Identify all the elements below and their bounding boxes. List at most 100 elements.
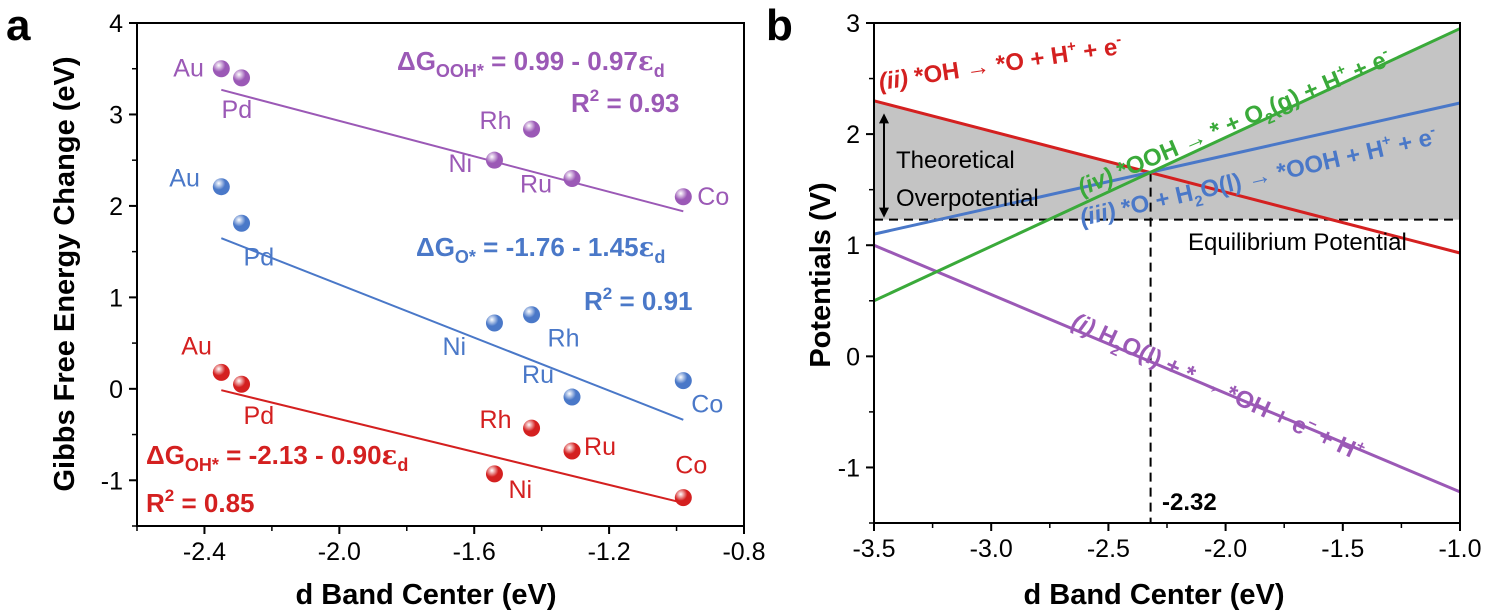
overpotential-shaded-region bbox=[874, 28, 1460, 220]
reaction-i-label: (i) H2O(l) + * → *OH + e− + H+ bbox=[1065, 306, 1368, 472]
data-point bbox=[563, 388, 581, 406]
panel-b-ylabel: Potentials (V) bbox=[805, 182, 837, 367]
panel-b-ytick-label: -1 bbox=[838, 454, 860, 482]
panel-b-xtick-label: -1.5 bbox=[1321, 535, 1364, 563]
panel-b-xtick-label: -3.0 bbox=[970, 535, 1013, 563]
point-label: Au bbox=[169, 165, 200, 193]
panel-a-xtick-label: -1.6 bbox=[453, 538, 496, 566]
marked-x-label: -2.32 bbox=[1162, 489, 1217, 516]
panel-b-xtick-label: -2.0 bbox=[1204, 535, 1247, 563]
panel-b-letter: b bbox=[766, 1, 793, 50]
point-label: Pd bbox=[222, 96, 253, 124]
panel-a-xtick-label: -2.4 bbox=[183, 538, 226, 566]
panel-b-axes: -3.5 -3.0 -2.5 -2.0 -1.5 -1.0 -1 0 1 2 3 bbox=[838, 10, 1482, 563]
panel-a-xtick-label: -2.0 bbox=[318, 538, 361, 566]
overpotential-label-2: Overpotential bbox=[896, 185, 1039, 212]
eq-oh: ΔGOH* = -2.13 - 0.90εd bbox=[146, 440, 408, 475]
panel-a-points bbox=[212, 60, 692, 507]
data-point bbox=[212, 363, 230, 381]
equilibrium-label: Equilibrium Potential bbox=[1188, 229, 1407, 256]
panel-a-axes: -2.4 -2.0 -1.6 -1.2 -0.8 -1 0 1 2 3 4 bbox=[101, 10, 766, 566]
fit-line-OOH bbox=[221, 88, 684, 213]
point-label: Pd bbox=[244, 243, 275, 271]
point-label: Pd bbox=[244, 402, 275, 430]
panel-a: a Au Pd Rh Ni Ru Co Au Pd Ni Rh Ru Co Au Pd Rh Ru Ni Co -… bbox=[6, 1, 766, 611]
panel-a-ytick-label: 1 bbox=[109, 284, 123, 312]
eq-ooh: ΔGOOH* = 0.99 - 0.97εd bbox=[397, 46, 665, 81]
point-label: Rh bbox=[548, 325, 580, 353]
data-point bbox=[563, 442, 581, 460]
panel-a-ytick-label: 0 bbox=[109, 376, 123, 404]
data-point bbox=[485, 314, 503, 332]
arrow-head-up bbox=[879, 113, 889, 124]
eq-ooh-part: ΔG bbox=[397, 46, 436, 76]
data-point bbox=[233, 69, 251, 87]
panel-b-ytick-label: 1 bbox=[846, 232, 860, 260]
data-point bbox=[212, 178, 230, 196]
overpotential-label-1: Theoretical bbox=[896, 147, 1015, 174]
panel-a-xtick-label: -1.2 bbox=[588, 538, 631, 566]
data-point bbox=[233, 375, 251, 393]
series-line-ii bbox=[873, 99, 1461, 255]
data-point bbox=[485, 465, 503, 483]
panel-a-ytick-label: -1 bbox=[101, 467, 123, 495]
panel-b-xtick-label: -2.5 bbox=[1087, 535, 1130, 563]
panel-a-fit-lines bbox=[220, 88, 684, 504]
point-label: Ru bbox=[522, 361, 554, 389]
panel-a-ylabel: Gibbs Free Energy Change (eV) bbox=[49, 56, 81, 491]
panel-a-ytick-label: 4 bbox=[109, 10, 123, 38]
r2-ooh: R2 = 0.93 bbox=[571, 86, 679, 118]
panel-a-xtick-label: -0.8 bbox=[722, 538, 765, 566]
panel-b-ytick-label: 3 bbox=[846, 10, 860, 38]
data-point bbox=[563, 169, 581, 187]
panel-a-ytick-label: 3 bbox=[109, 101, 123, 129]
eq-ooh-d: d bbox=[654, 61, 665, 81]
data-point bbox=[233, 214, 251, 232]
point-label: Ni bbox=[448, 150, 472, 178]
point-label: Ni bbox=[508, 476, 532, 504]
point-label: Au bbox=[173, 55, 204, 83]
data-point bbox=[674, 188, 692, 206]
point-label: Rh bbox=[480, 107, 512, 135]
panel-b-ytick-label: 0 bbox=[846, 343, 860, 371]
panel-a-frame bbox=[136, 22, 745, 527]
point-label: Ru bbox=[520, 170, 552, 198]
data-point bbox=[523, 120, 541, 138]
point-label: Co bbox=[691, 391, 723, 419]
panel-a-ytick-label: 2 bbox=[109, 193, 123, 221]
r2-oh: R2 = 0.85 bbox=[146, 486, 254, 518]
panel-a-point-labels: Au Pd Rh Ni Ru Co Au Pd Ni Rh Ru Co Au Pd Rh Ru Ni Co bbox=[169, 55, 729, 504]
data-point bbox=[674, 489, 692, 507]
panel-b: b -3.5 -3.0 -2.5 -2.0 -1.5 -1.0 -1 0 1 2 3 Theoret… bbox=[766, 1, 1482, 611]
point-label: Ni bbox=[442, 333, 466, 361]
point-label: Au bbox=[181, 332, 212, 360]
data-point bbox=[674, 372, 692, 390]
data-point bbox=[212, 60, 230, 78]
eq-o: ΔGO* = -1.76 - 1.45εd bbox=[416, 232, 665, 267]
panel-b-ytick-label: 2 bbox=[846, 121, 860, 149]
point-label: Rh bbox=[480, 406, 512, 434]
point-label: Co bbox=[675, 452, 707, 480]
panel-b-xlabel: d Band Center (eV) bbox=[1023, 579, 1284, 611]
point-label: Ru bbox=[584, 433, 616, 461]
series-line-iv bbox=[873, 27, 1461, 303]
series-line-iii bbox=[873, 101, 1461, 236]
reaction-ii-label: (ii) *OH → *O + H+ + e- bbox=[877, 31, 1124, 96]
data-point bbox=[523, 306, 541, 324]
eq-ooh-sub: OOH* bbox=[436, 61, 484, 81]
r2-o: R2 = 0.91 bbox=[584, 284, 692, 316]
panel-a-letter: a bbox=[6, 1, 31, 50]
data-point bbox=[485, 151, 503, 169]
panel-b-xtick-label: -3.5 bbox=[852, 535, 895, 563]
panel-b-plot bbox=[873, 27, 1461, 523]
point-label: Co bbox=[697, 183, 729, 211]
panel-a-xlabel: d Band Center (eV) bbox=[295, 579, 556, 611]
series-line-i bbox=[873, 243, 1461, 494]
eq-ooh-rest: = 0.99 - 0.97 bbox=[484, 46, 638, 76]
data-point bbox=[523, 419, 541, 437]
fit-line-OH bbox=[221, 389, 684, 504]
eq-ooh-eps: ε bbox=[638, 47, 654, 77]
fit-line-O bbox=[220, 237, 684, 421]
panel-b-xtick-label: -1.0 bbox=[1438, 535, 1481, 563]
